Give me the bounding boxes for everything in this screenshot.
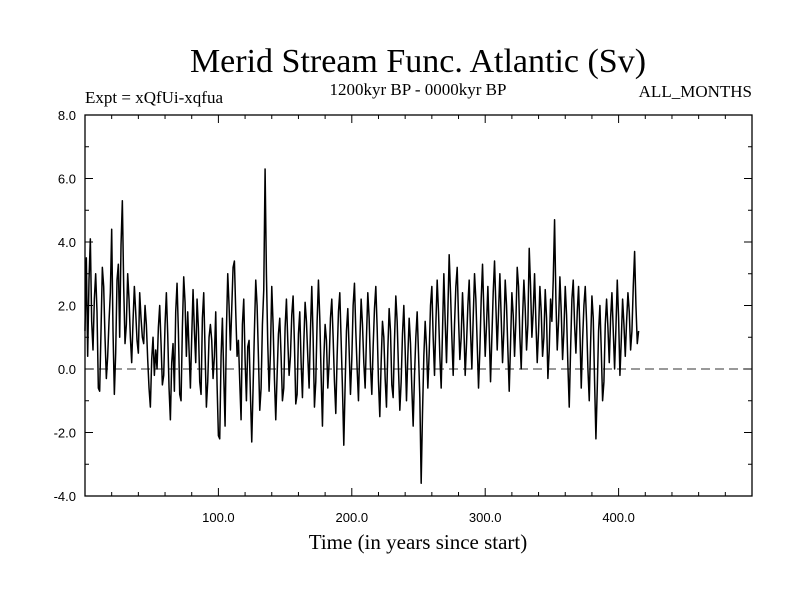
y-tick-label: 4.0	[58, 235, 76, 250]
y-tick-label: 2.0	[58, 299, 76, 314]
x-axis-label: Time (in years since start)	[309, 530, 528, 554]
chart-subtitle-left: Expt = xQfUi-xqfua	[85, 88, 223, 107]
x-tick-label: 300.0	[469, 510, 502, 525]
y-tick-label: 6.0	[58, 172, 76, 187]
x-tick-label: 100.0	[202, 510, 235, 525]
chart-subtitle-right: ALL_MONTHS	[639, 82, 752, 101]
y-tick-label: 8.0	[58, 108, 76, 123]
chart-title: Merid Stream Func. Atlantic (Sv)	[190, 43, 646, 80]
x-tick-label: 400.0	[602, 510, 635, 525]
x-tick-label: 200.0	[336, 510, 369, 525]
y-tick-label: -2.0	[54, 426, 76, 441]
chart-subtitle-center: 1200kyr BP - 0000kyr BP	[330, 80, 507, 99]
series-line-0	[84, 168, 640, 485]
y-tick-label: 0.0	[58, 362, 76, 377]
y-tick-label: -4.0	[54, 489, 76, 504]
plot-frame	[84, 114, 753, 497]
